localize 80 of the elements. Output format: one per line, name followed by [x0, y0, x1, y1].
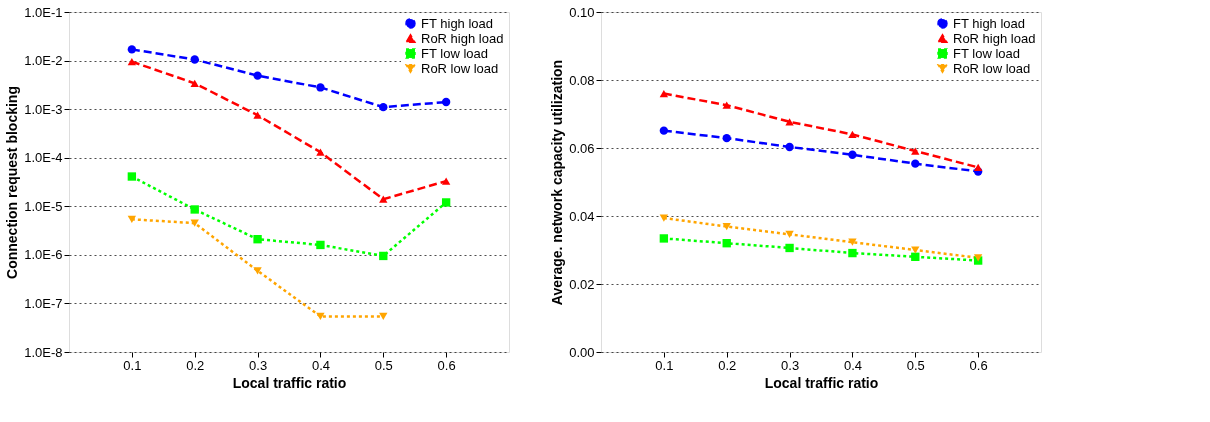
y-tick-label: 1.0E-6	[24, 247, 63, 263]
point	[379, 195, 388, 203]
y-tick-label: 0.02	[569, 276, 595, 292]
x-tick-label: 0.1	[123, 357, 142, 373]
x-tick-label: 0.4	[311, 357, 330, 373]
y-tick-label: 1.0E-5	[24, 198, 63, 214]
point	[722, 222, 731, 231]
point	[379, 102, 388, 112]
point	[973, 163, 983, 171]
point	[848, 130, 857, 139]
point	[848, 248, 857, 258]
legend-label: FT low load	[421, 45, 488, 61]
point	[441, 198, 451, 207]
point	[127, 172, 137, 181]
point	[659, 89, 669, 98]
legend-label: RoR high load	[953, 30, 1036, 46]
y-tick-label: 1.0E-2	[24, 53, 63, 69]
point	[659, 126, 669, 135]
y-tick-label: 1.0E-8	[24, 344, 63, 360]
point	[785, 118, 794, 126]
x-tick-label: 0.4	[843, 357, 862, 373]
point	[722, 239, 731, 248]
point	[441, 177, 451, 185]
y-axis-title: Average. network capacity utilization	[549, 59, 566, 306]
point	[253, 111, 262, 119]
x-tick-label: 0.6	[437, 357, 456, 373]
x-tick-label: 0.3	[781, 357, 800, 373]
point	[659, 214, 669, 222]
x-axis-title: Local traffic ratio	[232, 374, 347, 391]
y-tick-label: 1.0E-1	[24, 4, 63, 20]
point	[659, 234, 669, 243]
point	[911, 252, 920, 261]
point	[785, 230, 794, 238]
point	[379, 251, 388, 261]
x-axis-title: Local traffic ratio	[764, 374, 879, 391]
legend-label: RoR high load	[421, 30, 504, 46]
y-tick-label: 1.0E-4	[24, 150, 63, 166]
x-tick-label: 0.3	[249, 357, 268, 373]
point	[127, 215, 137, 223]
point	[253, 235, 262, 244]
point	[722, 101, 731, 109]
point	[379, 312, 388, 321]
point	[190, 79, 199, 87]
point	[190, 55, 199, 64]
x-tick-label: 0.1	[655, 357, 674, 373]
point	[441, 97, 451, 107]
point	[785, 142, 794, 152]
point	[848, 150, 857, 159]
legend-label: FT low load	[953, 45, 1020, 61]
point	[911, 159, 920, 168]
x-tick-label: 0.2	[718, 357, 737, 373]
legend-label: FT high load	[421, 15, 494, 31]
y-tick-label: 0.08	[569, 72, 595, 88]
y-tick-label: 0.04	[569, 208, 595, 224]
x-tick-label: 0.5	[906, 357, 925, 373]
y-tick-label: 1.0E-3	[24, 101, 63, 117]
x-tick-label: 0.5	[374, 357, 393, 373]
legend-label: RoR low load	[953, 60, 1031, 76]
point	[316, 83, 325, 92]
point	[127, 58, 137, 66]
x-tick-label: 0.2	[186, 357, 205, 373]
point	[316, 148, 325, 156]
point	[253, 267, 262, 275]
y-tick-label: 1.0E-7	[24, 295, 63, 311]
point	[911, 246, 920, 254]
point	[316, 240, 325, 250]
point	[190, 205, 199, 214]
point	[785, 243, 794, 253]
point	[253, 71, 262, 80]
point	[911, 147, 920, 155]
y-tick-label: 0.10	[569, 4, 595, 20]
point	[127, 45, 137, 54]
legend-label: RoR low load	[421, 60, 499, 76]
legend-label: FT high load	[953, 15, 1026, 31]
y-axis-title: Connection request blocking	[4, 86, 21, 279]
point	[316, 312, 325, 321]
x-tick-label: 0.6	[969, 357, 988, 373]
y-tick-label: 0.06	[569, 140, 595, 156]
point	[722, 133, 731, 143]
y-tick-label: 0.00	[569, 344, 595, 360]
